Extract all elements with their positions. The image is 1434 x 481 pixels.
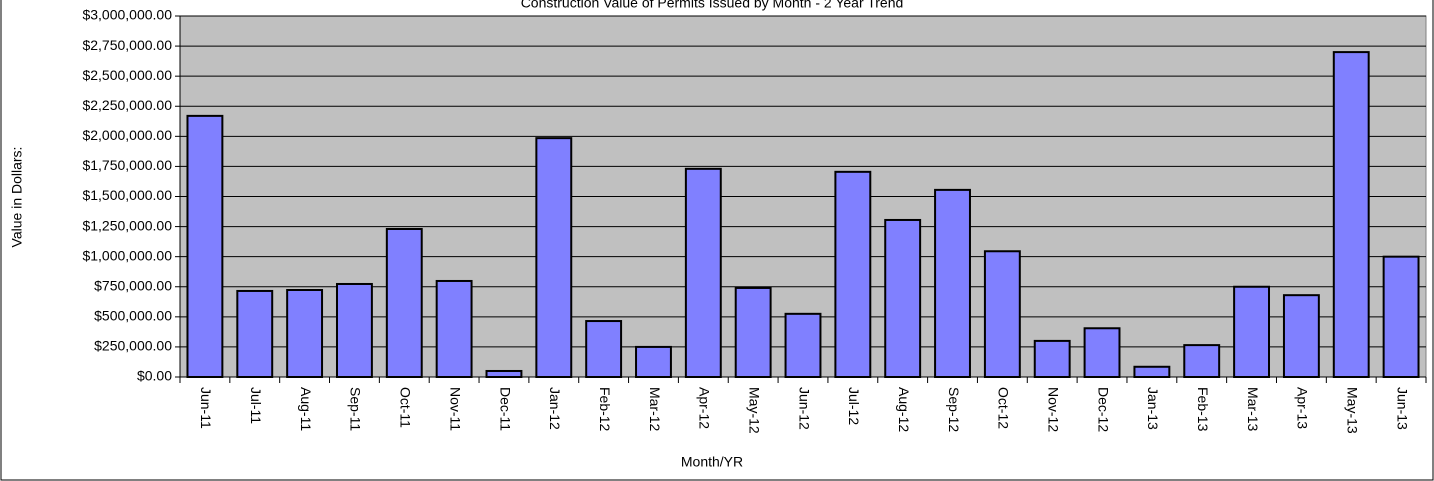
bar (186, 114, 224, 378)
bar (1183, 344, 1221, 378)
bar (1033, 339, 1071, 378)
bar (734, 286, 772, 379)
y-tick-label: $250,000.00 (94, 338, 172, 354)
x-tick-label: Apr-12 (697, 387, 713, 429)
x-tick-label: Jan-12 (547, 387, 563, 430)
bar (934, 188, 971, 378)
x-tick-label: Aug-12 (896, 387, 912, 432)
y-tick-label: $500,000.00 (94, 308, 172, 324)
x-tick-label: May-12 (746, 387, 762, 434)
x-axis-label: Month/YR (681, 454, 743, 470)
bar (635, 345, 672, 378)
bar (535, 137, 573, 378)
x-tick-label: Dec-12 (1095, 387, 1111, 432)
x-tick-label: Jul-11 (248, 387, 264, 424)
bar (834, 170, 872, 378)
x-tick-label: May-13 (1345, 387, 1361, 434)
y-tick-label: $1,250,000.00 (82, 217, 172, 233)
bar (1083, 327, 1121, 379)
bar (385, 227, 423, 378)
x-tick-label: Sep-11 (348, 387, 364, 431)
x-tick-label: Aug-11 (298, 387, 314, 431)
x-tick-label: Jun-13 (1394, 387, 1410, 430)
y-tick-label: $2,250,000.00 (82, 97, 172, 113)
y-tick-label: $2,750,000.00 (82, 37, 172, 53)
x-tick-label: Nov-12 (1045, 387, 1061, 432)
bar (435, 279, 473, 378)
x-tick-label: Oct-12 (996, 387, 1012, 429)
y-tick-label: $2,500,000.00 (82, 67, 172, 83)
y-tick-label: $1,000,000.00 (82, 247, 172, 263)
x-tick-label: Sep-12 (946, 387, 962, 432)
bar (335, 282, 373, 378)
x-tick-label: Dec-11 (497, 387, 513, 431)
bar (983, 250, 1021, 378)
bar (1382, 255, 1420, 378)
bar (1233, 285, 1271, 378)
x-tick-label: Nov-11 (447, 387, 463, 431)
x-tick-label: Mar-13 (1245, 387, 1261, 432)
y-tick-label: $0.00 (137, 368, 172, 384)
bar (684, 167, 722, 378)
bar (236, 289, 274, 378)
bar (784, 312, 822, 379)
bar (1133, 365, 1171, 379)
y-tick-label: $3,000,000.00 (82, 7, 172, 23)
x-tick-label: Oct-11 (398, 387, 414, 428)
x-tick-label: Jun-11 (198, 387, 214, 429)
x-tick-label: Feb-12 (597, 387, 613, 432)
y-tick-label: $750,000.00 (94, 277, 172, 293)
x-tick-label: Jun-12 (796, 387, 812, 430)
x-tick-label: Feb-13 (1195, 387, 1211, 432)
x-tick-label: Jan-13 (1145, 387, 1161, 430)
bar (585, 320, 623, 379)
bar (1332, 51, 1370, 378)
x-tick-label: Apr-13 (1295, 387, 1311, 429)
x-tick-label: Mar-12 (647, 387, 663, 432)
chart-title: Construction Value of Permits Issued by … (521, 0, 904, 11)
y-tick-label: $2,000,000.00 (82, 127, 172, 143)
bar (485, 369, 523, 379)
bar (884, 218, 922, 378)
bar (286, 288, 324, 378)
y-axis-label: Value in Dollars: (9, 147, 25, 248)
y-tick-label: $1,750,000.00 (82, 157, 172, 173)
bar (1282, 294, 1320, 379)
x-tick-label: Jul-12 (846, 387, 862, 425)
y-tick-label: $1,500,000.00 (82, 187, 172, 203)
